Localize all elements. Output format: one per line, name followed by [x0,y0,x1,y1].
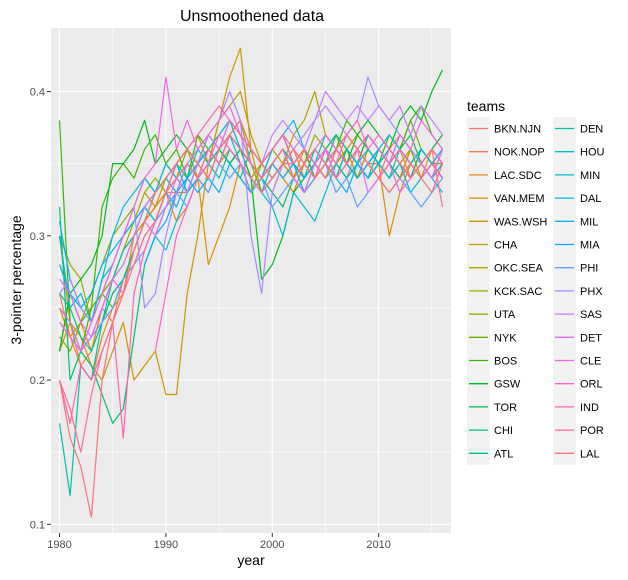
legend-label-cha: CHA [494,240,518,252]
x-axis: 1980 1990 2000 2010 [47,533,391,551]
y-axis-label: 3-pointer percentage [8,215,24,344]
legend-label-min: MIN [580,170,600,182]
legend-label-hou: HOU [580,147,605,159]
x-tick-label: 1990 [154,539,178,551]
legend-label-por: POR [580,425,604,437]
legend-label-dal: DAL [580,193,601,205]
y-tick-label: 0.4 [30,86,45,98]
chart-title: Unsmoothened data [180,8,324,25]
legend-label-phi: PHI [580,263,598,275]
legend-label-cle: CLE [580,356,601,368]
x-axis-label: year [237,552,265,568]
legend: teams BKN.NJN NOK.NOP LAC.SDC VAN.MEM WAS.WS… [467,98,605,465]
y-tick-label: 0.3 [30,231,45,243]
legend-label-was-wsh: WAS.WSH [494,216,547,228]
legend-label-uta: UTA [494,309,516,321]
series-lines [58,47,444,518]
x-tick-label: 2000 [260,539,284,551]
legend-label-orl: ORL [580,379,603,391]
legend-label-van-mem: VAN.MEM [494,193,545,205]
legend-label-det: DET [580,332,602,344]
y-axis: 0.1 0.2 0.3 0.4 [30,86,51,531]
legend-label-tor: TOR [494,402,517,414]
legend-label-okc-sea: OKC.SEA [494,263,544,275]
legend-label-mil: MIL [580,216,598,228]
legend-label-sas: SAS [580,309,602,321]
y-tick-label: 0.2 [30,375,45,387]
legend-label-lac-sdc: LAC.SDC [494,170,542,182]
x-tick-label: 2010 [366,539,390,551]
legend-label-chi: CHI [494,425,513,437]
legend-label-bos: BOS [494,356,517,368]
y-tick-label: 0.1 [30,519,45,531]
legend-label-kck-sac: KCK.SAC [494,286,542,298]
legend-label-ind: IND [580,402,599,414]
x-tick-label: 1980 [47,539,71,551]
legend-label-lal: LAL [580,448,600,460]
legend-label-phx: PHX [580,286,603,298]
legend-label-gsw: GSW [494,379,521,391]
legend-label-atl: ATL [494,448,513,460]
series-line-lal [58,119,444,518]
legend-label-mia: MIA [580,240,600,252]
legend-title: teams [467,98,505,114]
legend-label-nok-nop: NOK.NOP [494,147,545,159]
plot-panel [51,28,451,533]
legend-label-bkn-njn: BKN.NJN [494,124,541,136]
legend-label-den: DEN [580,124,603,136]
legend-label-nyk: NYK [494,332,517,344]
